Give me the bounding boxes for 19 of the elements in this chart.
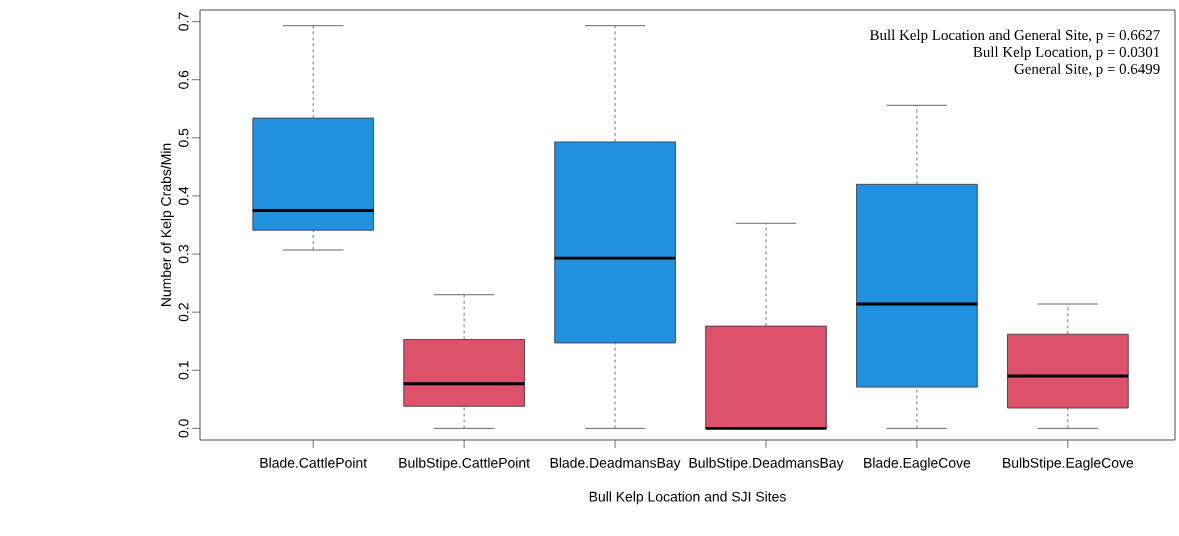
y-tick-label: 0.3	[178, 244, 189, 264]
x-tick-label: Blade.DeadmansBay	[550, 457, 681, 471]
y-tick-label: 0.6	[178, 70, 189, 89]
y-tick-label: 0.7	[178, 12, 189, 31]
x-axis-title: Bull Kelp Location and SJI Sites	[589, 491, 786, 505]
y-tick-label: 0.2	[178, 303, 189, 322]
x-tick-label: BulbStipe.CattlePoint	[399, 457, 530, 471]
x-tick-label: Blade.CattlePoint	[260, 457, 367, 468]
x-tick-label: BulbStipe.EagleCove	[1003, 457, 1134, 471]
x-tick-label: BulbStipe.DeadmansBay	[689, 457, 844, 471]
y-tick-label: 0.1	[178, 361, 189, 380]
annotation: Bull Kelp Location, p = 0.0301	[973, 46, 1160, 61]
y-tick-label: 0.0	[178, 419, 189, 438]
annotation: General Site, p = 0.6499	[1014, 63, 1160, 77]
y-axis-title: Number of Kelp Crabs/Min	[160, 143, 174, 307]
y-tick-label: 0.4	[178, 186, 189, 206]
y-tick-label: 0.5	[178, 128, 189, 147]
x-tick-label: Blade.EagleCove	[864, 457, 971, 471]
annotation: Bull Kelp Location and General Site, p = 0.6627	[869, 29, 1160, 44]
